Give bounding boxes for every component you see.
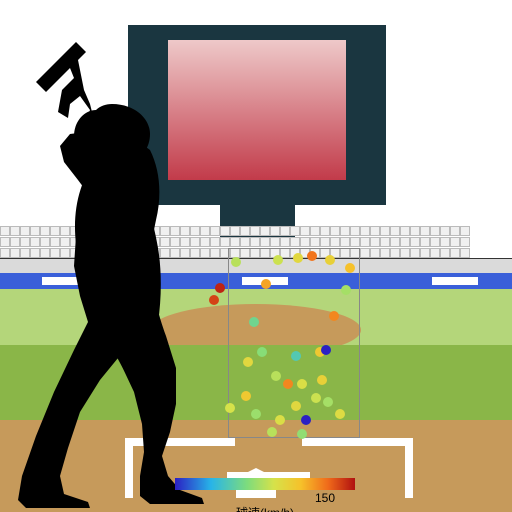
colorbar-tick: 100 <box>160 491 190 505</box>
pitch-location-chart: 100 150 球速(km/h) <box>0 0 512 512</box>
colorbar <box>175 478 355 490</box>
colorbar-tick: 150 <box>310 491 340 505</box>
colorbar-label: 球速(km/h) <box>175 504 355 512</box>
batter-silhouette-icon <box>0 0 512 512</box>
